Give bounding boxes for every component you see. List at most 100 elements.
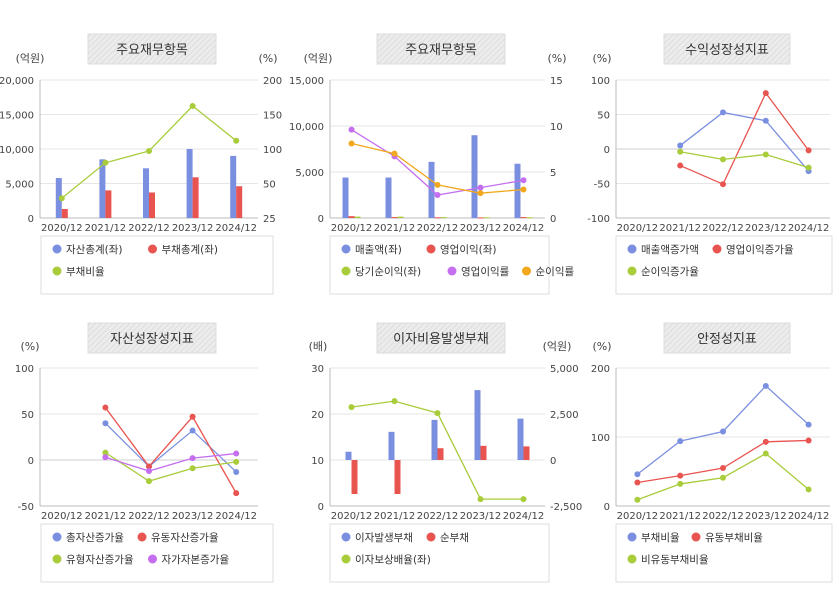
bar-1-2-2 [440,217,447,219]
legend-swatch [52,532,62,542]
chart-title: 안정성지표 [697,332,757,347]
point-0-2-3 [189,103,196,110]
chart-panel-5: 안정성지표 (%) 200 100 0 2020/12 2021/12 2022/12 2023… [591,322,833,583]
x-tick-label: 2022/12 [417,223,459,234]
legend-label: 순이익률 [536,266,575,278]
legend-swatch [522,266,531,276]
right-tick-label: 5 [550,168,556,179]
legend-label: 이자발생부채 [355,532,413,544]
right-tick-label: 50 [263,180,276,191]
left-tick-label: 10,000 [0,145,34,156]
right-tick-label: 10 [550,122,563,133]
left-axis-unit: (억원) [16,52,45,65]
right-tick-label: 150 [263,111,282,122]
point-5-0-1 [677,438,684,445]
legend-label: 부채총계(좌) [162,244,219,256]
legend-swatch [691,532,701,542]
point-1-3-0 [348,126,355,133]
bar-1-0-3 [471,135,478,218]
point-5-2-3 [762,450,769,457]
point-3-2-3 [233,458,240,465]
point-5-0-0 [634,471,641,478]
chart-title-box [87,33,217,65]
right-tick-label: 15 [550,76,563,87]
point-2-1-3 [805,147,812,154]
x-tick-label: 2021/12 [659,223,701,234]
left-tick-label: 0 [28,214,34,225]
legend-label: 순이익증가율 [641,266,699,278]
legend-swatch [627,554,637,564]
point-1-4-2 [434,181,441,188]
bar-1-1-1 [391,217,398,219]
point-0-2-1 [102,159,109,166]
right-tick-label: 5,000 [550,364,579,375]
x-tick-label: 2021/12 [85,223,127,234]
left-tick-label: 100 [15,364,34,375]
chart-panel-1: 주요재무항목 (억원) (%) 15,000 10,000 5,000 0 15 10 5 0 202… [289,33,575,295]
legend-label: 자산총계(좌) [66,244,123,256]
point-3-1-3 [233,490,240,497]
left-tick-label: 0 [318,214,324,225]
legend-swatch [426,244,436,254]
right-tick-label: 0 [550,456,556,467]
point-2-0-1 [720,109,726,116]
x-tick-label: 2023/12 [745,223,787,234]
point-3-2-1 [146,478,152,485]
left-tick-label: -100 [587,214,610,225]
bar-0-1-2 [149,192,155,218]
point-5-1-0 [634,479,641,486]
point-0-2-4 [233,137,240,144]
bar-4-0-3 [474,390,481,460]
left-tick-label: 30 [311,364,324,375]
x-tick-label: 2023/12 [172,223,214,234]
legend-box [615,235,833,295]
left-tick-label: 15,000 [289,76,324,87]
legend-swatch [52,266,62,276]
x-tick-label: 2020/12 [41,223,83,234]
x-tick-label: 2021/12 [374,223,416,234]
legend-label: 부채비율 [641,532,680,544]
legend-label: 순부채 [440,532,469,544]
chart-title: 주요재무항목 [405,43,477,58]
chart-title: 주요재무항목 [116,43,188,58]
x-tick-label: 2021/12 [659,511,701,522]
bar-4-1-0 [351,460,358,495]
point-1-4-3 [477,190,484,197]
series-line-3-3 [105,452,237,472]
left-axis-unit: (억원) [304,52,333,65]
point-5-1-4 [805,437,812,444]
point-4-2-3 [477,496,484,503]
x-tick-label: 2024/12 [788,511,830,522]
legend-box [329,235,550,295]
bar-0-0-0 [55,177,62,218]
point-1-4-1 [391,150,398,157]
left-tick-label: -50 [18,502,34,513]
legend-swatch [627,266,637,276]
right-tick-label: -2,500 [550,502,582,513]
point-2-0-2 [762,117,769,124]
legend-swatch [426,532,436,542]
left-tick-label: 5,000 [5,180,34,191]
left-tick-label: -50 [594,180,610,191]
point-2-2-0 [677,148,684,155]
point-5-2-2 [720,474,726,481]
series-line-2-1 [679,91,810,186]
right-tick-label: 100 [263,145,282,156]
x-tick-label: 2023/12 [172,511,214,522]
bar-4-1-1 [394,460,401,495]
bar-0-1-3 [192,177,199,218]
point-3-0-3 [233,468,240,475]
bar-0-0-3 [186,149,193,218]
x-tick-label: 2024/12 [503,223,545,234]
right-tick-label: 0 [550,214,556,225]
point-4-2-2 [434,410,441,417]
bar-1-2-3 [483,217,490,219]
x-tick-label: 2023/12 [745,511,787,522]
legend-label: 비유동부채비율 [641,554,709,566]
x-tick-label: 2022/12 [702,223,744,234]
point-2-1-0 [677,162,684,169]
legend-swatch [52,244,62,254]
point-4-2-1 [391,398,398,405]
legend-box [329,523,550,583]
